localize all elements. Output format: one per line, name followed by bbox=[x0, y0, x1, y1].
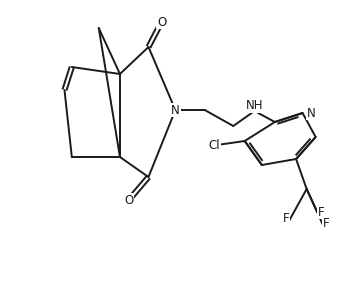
Text: N: N bbox=[307, 107, 316, 120]
Text: O: O bbox=[157, 15, 166, 28]
Text: O: O bbox=[124, 194, 134, 207]
Text: N: N bbox=[171, 104, 180, 117]
Text: F: F bbox=[318, 205, 324, 218]
Text: NH: NH bbox=[246, 99, 263, 112]
Text: F: F bbox=[323, 217, 330, 230]
Text: F: F bbox=[283, 212, 289, 225]
Text: Cl: Cl bbox=[208, 139, 220, 152]
